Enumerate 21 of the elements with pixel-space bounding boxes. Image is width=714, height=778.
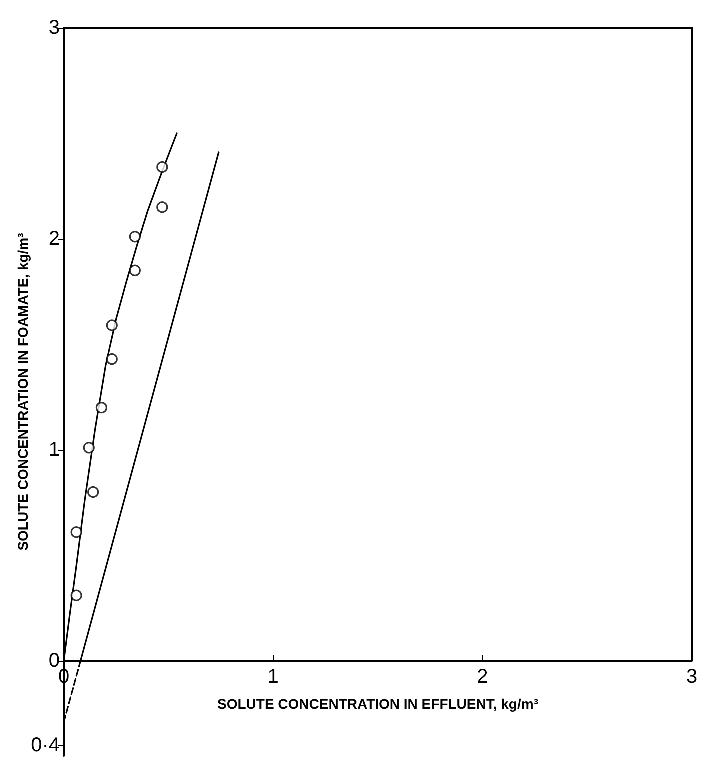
point — [88, 486, 100, 498]
y-tick-label: 1 — [48, 439, 60, 462]
y-tick-label: 2 — [48, 228, 60, 250]
y-tick-label: 0 — [48, 650, 60, 672]
y-tick-label: 3 — [48, 17, 60, 39]
y-axis-title: SOLUTE CONCENTRATION IN FOAMATE, kg/m³ — [15, 232, 31, 551]
x-tick-label: 2 — [477, 666, 488, 688]
y-tick-label: 0·4 — [31, 734, 60, 756]
point — [83, 442, 95, 454]
point — [156, 202, 168, 214]
point — [106, 320, 118, 332]
x-tick-label: 3 — [686, 666, 698, 688]
point — [70, 526, 82, 538]
point — [96, 402, 108, 414]
point — [70, 590, 82, 602]
point — [129, 264, 141, 276]
point — [156, 161, 168, 174]
x-tick-label: 1 — [268, 666, 279, 688]
x-axis-title: SOLUTE CONCENTRATION IN EFFLUENT, kg/m³ — [218, 696, 539, 712]
point — [129, 231, 141, 243]
point — [106, 353, 118, 366]
